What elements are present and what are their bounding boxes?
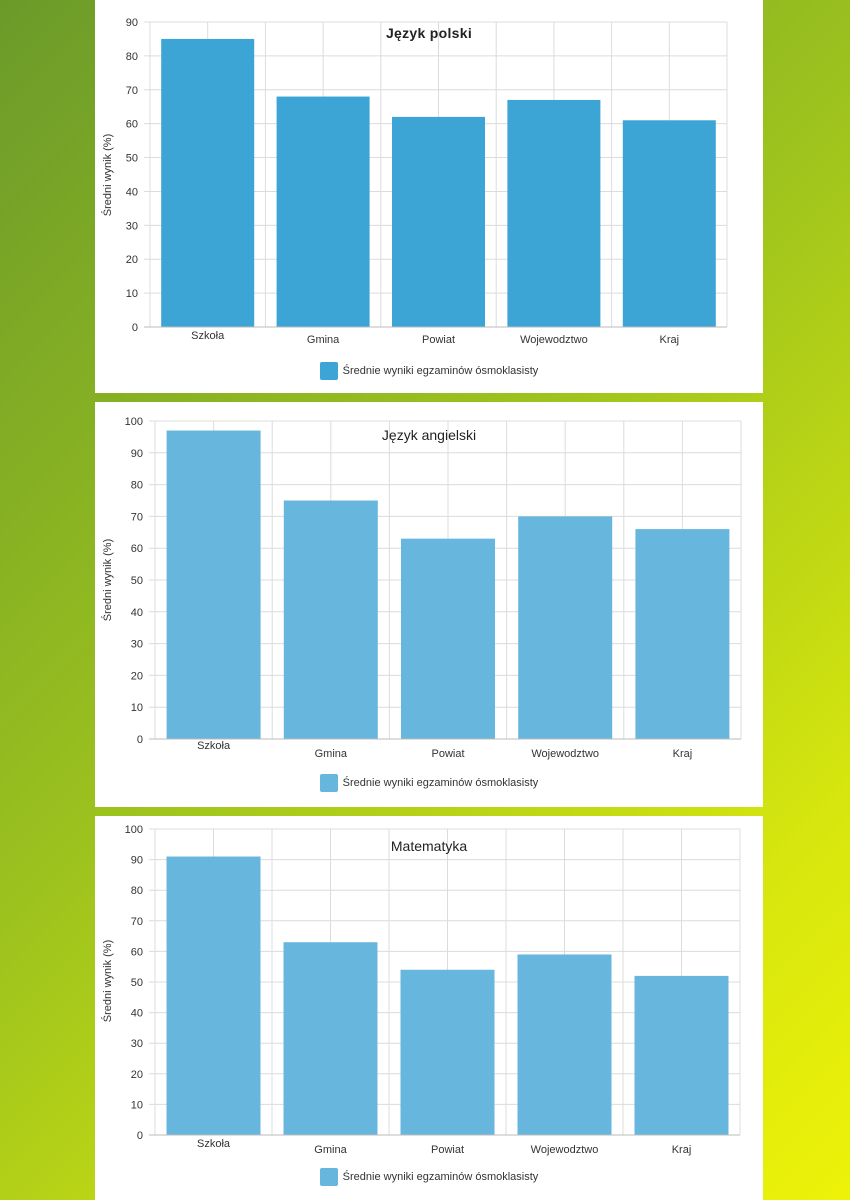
y-tick-label: 40	[131, 607, 143, 619]
x-tick-label: Powiat	[422, 334, 455, 346]
bar	[507, 99, 601, 327]
x-tick-label: Wojewodztwo	[531, 748, 599, 760]
y-axis-label: Średni wynik (%)	[102, 538, 114, 622]
x-tick-label: Wojewodztwo	[520, 334, 588, 346]
y-tick-label: 50	[131, 575, 143, 587]
y-tick-label: 10	[131, 702, 143, 714]
y-tick-label: 30	[126, 220, 138, 232]
chart-panel-english: 0 10 20 30 40 50 60 70 80 90 100 Szkoła Gmina Powiat W…	[95, 402, 763, 807]
legend-swatch	[319, 362, 338, 380]
y-tick-label: 80	[131, 480, 143, 492]
x-tick-label: Gmina	[315, 748, 348, 760]
x-tick-label: Powiat	[431, 1144, 464, 1156]
x-tick-label: Kraj	[673, 748, 693, 760]
bar	[283, 942, 378, 1135]
chart-title: Język angielski	[381, 427, 477, 443]
y-tick-label: 0	[132, 322, 138, 334]
y-tick-label: 50	[131, 977, 143, 989]
y-tick-label: 60	[126, 119, 138, 131]
y-tick-label: 60	[131, 946, 143, 958]
chart-svg-math: 0 10 20 30 40 50 60 70 80 90 100 Szkoła Gmina Powiat W…	[125, 824, 741, 1156]
bar	[283, 500, 378, 739]
y-tick-label: 90	[126, 17, 138, 29]
y-tick-label: 90	[131, 448, 143, 460]
chart-panel-math: 0 10 20 30 40 50 60 70 80 90 100 Szkoła Gmina Powiat W…	[95, 816, 763, 1200]
x-tick-label: Powiat	[431, 748, 464, 760]
bar	[276, 96, 370, 327]
y-tick-label: 20	[131, 1069, 143, 1081]
legend-swatch	[319, 1168, 338, 1186]
chart-svg-english: 0 10 20 30 40 50 60 70 80 90 100 Szkoła Gmina Powiat W…	[125, 416, 742, 760]
y-tick-label: 70	[131, 916, 143, 928]
y-tick-label: 80	[131, 885, 143, 897]
y-tick-label: 70	[126, 85, 138, 97]
y-tick-label: 30	[131, 639, 143, 651]
y-tick-label: 0	[137, 1130, 143, 1142]
x-tick-label: Kraj	[660, 334, 680, 346]
legend-label: Średnie wyniki egzaminów ósmoklasisty	[342, 365, 539, 377]
y-tick-label: 20	[126, 254, 138, 266]
bar	[518, 516, 613, 739]
x-tick-label: Wojewodztwo	[531, 1144, 599, 1156]
chart-panel-polish: 0 10 20 30 40 50 60 70 80 90 Szkoła Gmina Powiat Woje…	[95, 0, 763, 393]
bar	[634, 975, 729, 1135]
y-axis-label: Średni wynik (%)	[102, 133, 114, 217]
x-tick-label: Szkoła	[191, 330, 225, 342]
y-tick-label: 10	[126, 288, 138, 300]
y-tick-label: 40	[131, 1008, 143, 1020]
bar	[166, 430, 261, 739]
bar	[161, 38, 255, 327]
chart-legend[interactable]: Średnie wyniki egzaminów ósmoklasisty	[95, 774, 763, 792]
y-tick-label: 60	[131, 543, 143, 555]
bar	[517, 954, 612, 1135]
y-axis-label: Średni wynik (%)	[102, 939, 114, 1023]
bar	[392, 116, 485, 327]
chart-legend[interactable]: Średnie wyniki egzaminów ósmoklasisty	[95, 1168, 763, 1186]
bar	[635, 529, 730, 739]
y-tick-label: 100	[125, 824, 143, 836]
y-tick-label: 30	[131, 1038, 143, 1050]
legend-swatch	[319, 774, 338, 792]
chart-svg-polish: 0 10 20 30 40 50 60 70 80 90 Szkoła Gmina Powiat Woje…	[126, 17, 728, 346]
y-tick-label: 0	[137, 734, 143, 746]
bar	[166, 856, 261, 1135]
x-tick-label: Szkoła	[197, 1138, 231, 1150]
legend-label: Średnie wyniki egzaminów ósmoklasisty	[342, 1171, 539, 1183]
chart-title: Matematyka	[390, 838, 468, 854]
chart-legend[interactable]: Średnie wyniki egzaminów ósmoklasisty	[95, 362, 763, 380]
y-tick-label: 70	[131, 511, 143, 523]
chart-title: Język polski	[385, 25, 473, 41]
x-tick-label: Kraj	[672, 1144, 692, 1156]
y-tick-label: 80	[126, 51, 138, 63]
x-tick-label: Gmina	[314, 1144, 347, 1156]
legend-label: Średnie wyniki egzaminów ósmoklasisty	[342, 777, 539, 789]
y-tick-label: 40	[126, 186, 138, 198]
bar	[400, 969, 495, 1135]
x-tick-label: Szkoła	[197, 740, 231, 752]
x-tick-label: Gmina	[307, 334, 340, 346]
bar	[401, 538, 495, 739]
bar	[622, 120, 716, 328]
y-tick-label: 20	[131, 670, 143, 682]
y-tick-label: 100	[125, 416, 143, 428]
y-tick-label: 50	[126, 153, 138, 165]
y-tick-label: 90	[131, 855, 143, 867]
y-tick-label: 10	[131, 1099, 143, 1111]
